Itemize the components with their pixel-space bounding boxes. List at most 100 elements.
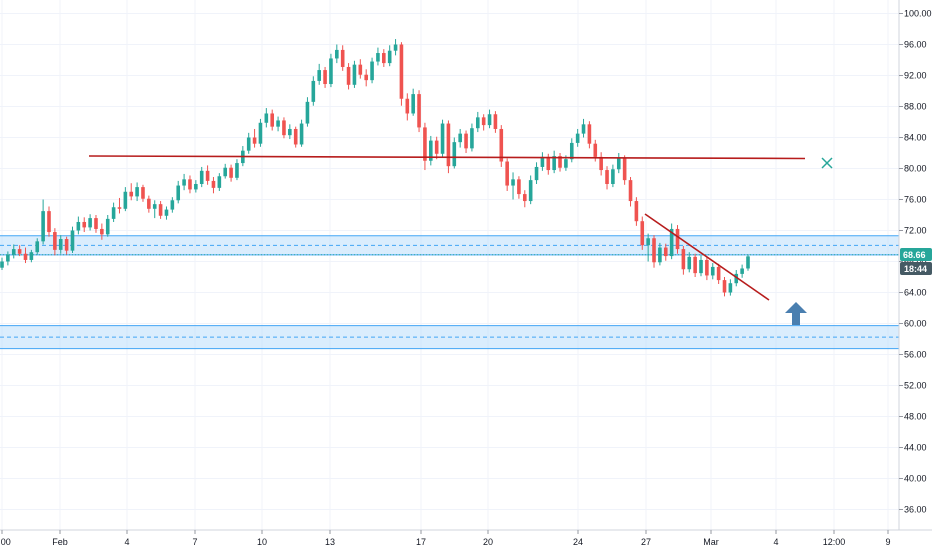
candle-body xyxy=(728,283,733,293)
countdown-badge: 18:44 xyxy=(900,262,932,275)
axis-corner xyxy=(900,531,932,550)
candle-body xyxy=(417,94,421,128)
y-tick-label: 52.00 xyxy=(904,381,927,391)
candle-body xyxy=(405,98,410,114)
candle-body xyxy=(558,156,562,168)
candle xyxy=(352,60,357,88)
candle-body xyxy=(293,128,298,145)
candle-body xyxy=(710,266,715,276)
candle xyxy=(452,137,457,169)
zone-upper xyxy=(0,235,899,256)
candle-body xyxy=(376,53,380,62)
candle-body xyxy=(534,166,539,181)
candle xyxy=(70,226,75,253)
candle xyxy=(429,135,433,166)
candle xyxy=(622,155,627,185)
candle xyxy=(105,215,110,237)
descending-trendline[interactable] xyxy=(644,213,770,301)
price-axis[interactable]: 36.00 40.00 44.00 48.00 52.00 56.00 60.00 64.00… xyxy=(898,0,932,530)
candle xyxy=(205,165,210,185)
candle-body xyxy=(317,70,321,81)
candle xyxy=(152,200,157,219)
candle-body xyxy=(429,140,433,161)
candle xyxy=(440,119,445,157)
candle-body xyxy=(88,218,92,228)
candle xyxy=(270,109,275,131)
candle-body xyxy=(252,137,257,144)
candle xyxy=(505,158,509,191)
horizontal-trendline[interactable] xyxy=(88,155,806,160)
cross-icon[interactable] xyxy=(821,157,833,169)
candle xyxy=(182,173,186,191)
y-tick-label: 44.00 xyxy=(904,443,927,453)
candle-body xyxy=(505,161,509,186)
x-tick-label: 4 xyxy=(124,537,129,547)
candle xyxy=(405,93,410,121)
candle xyxy=(534,162,539,184)
candle-body xyxy=(282,120,286,136)
candle xyxy=(323,66,327,88)
candle-body xyxy=(264,113,269,123)
time-axis[interactable]: 2:00 Feb 4 7 10 13 17 20 24 27 Mar 4 12:00 9 xyxy=(0,529,932,547)
candle xyxy=(675,225,680,254)
candle xyxy=(423,122,427,171)
candle-body xyxy=(111,207,116,219)
candle xyxy=(358,59,363,79)
candle xyxy=(264,108,269,128)
x-tick-label: 10 xyxy=(257,537,267,547)
price-axis-ticks: 36.00 40.00 44.00 48.00 52.00 56.00 60.00 64.00… xyxy=(899,9,932,515)
candle xyxy=(705,256,709,281)
candle-body xyxy=(382,53,386,64)
candle xyxy=(616,153,621,174)
candle-body xyxy=(64,239,69,251)
candle-body xyxy=(47,211,51,233)
up-arrow-icon[interactable] xyxy=(785,302,807,325)
last-price-badge: 68.66 xyxy=(900,248,932,261)
x-tick-label: 12:00 xyxy=(823,537,846,547)
candle xyxy=(669,223,674,260)
candle-body xyxy=(23,253,28,260)
candle-body xyxy=(141,187,145,199)
x-tick-label: 9 xyxy=(885,537,890,547)
candle-body xyxy=(70,230,75,251)
candle xyxy=(487,109,492,129)
candle xyxy=(164,206,169,220)
candle-body xyxy=(346,66,351,85)
candle xyxy=(258,118,263,147)
candle xyxy=(6,251,10,266)
y-tick-label: 100.00 xyxy=(904,9,932,19)
candle-body xyxy=(199,170,204,184)
candle xyxy=(53,228,57,256)
candle xyxy=(17,245,22,257)
candle-body xyxy=(176,185,181,201)
candle-body xyxy=(622,158,627,181)
candle-body xyxy=(493,114,498,129)
candle xyxy=(329,53,333,88)
candle-body xyxy=(452,142,457,167)
x-tick-label: 13 xyxy=(325,537,335,547)
candle xyxy=(223,163,228,179)
y-tick-label: 92.00 xyxy=(904,71,927,81)
candle-body xyxy=(669,228,674,257)
candle xyxy=(282,117,286,139)
candle-body xyxy=(0,261,4,268)
candle-body xyxy=(217,176,222,188)
candle-body xyxy=(628,180,633,202)
candle xyxy=(135,182,139,202)
candle xyxy=(716,263,721,284)
candle-body xyxy=(53,232,57,250)
candle xyxy=(540,152,545,171)
candle xyxy=(528,175,533,205)
candle-body xyxy=(258,122,263,144)
candle-body xyxy=(288,128,292,136)
candle-body xyxy=(158,204,163,216)
candle xyxy=(687,252,692,273)
candle xyxy=(340,45,345,71)
candle-body xyxy=(687,256,692,270)
y-tick-label: 40.00 xyxy=(904,474,927,484)
candle xyxy=(129,183,134,201)
candle xyxy=(35,238,40,255)
candle-body xyxy=(329,58,333,85)
candle xyxy=(434,136,439,160)
